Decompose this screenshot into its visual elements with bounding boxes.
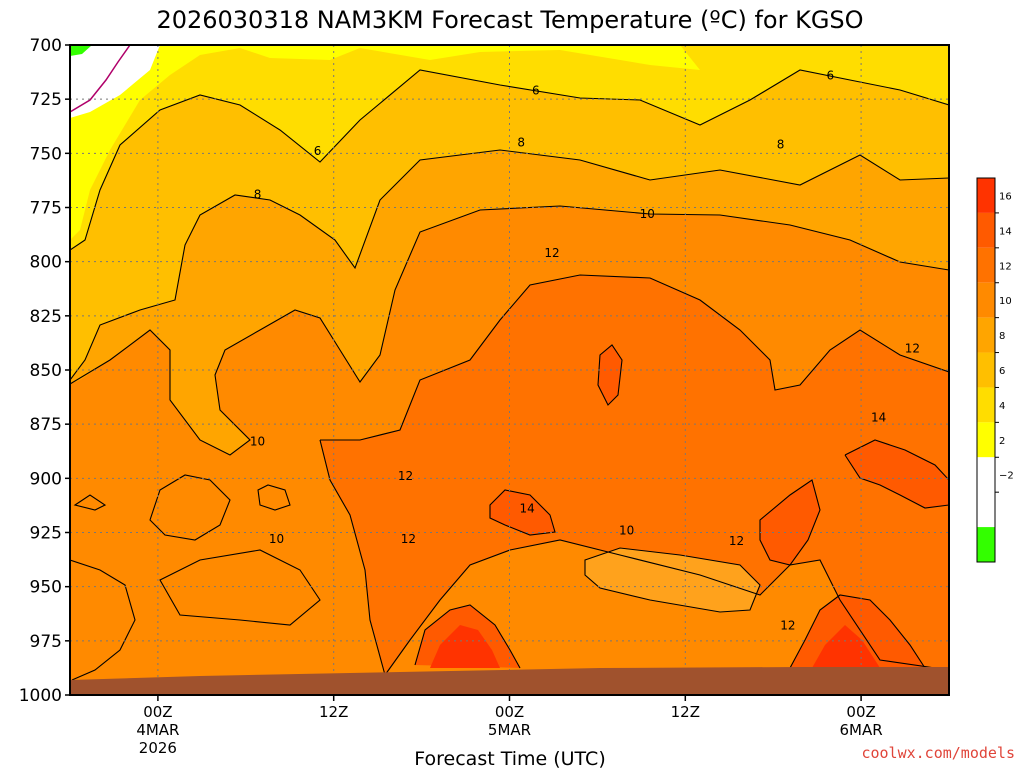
temp-band-16-18 bbox=[812, 625, 880, 668]
x-tick-label: 4MAR bbox=[136, 721, 179, 739]
colorbar-tick-label: −2 bbox=[999, 471, 1014, 482]
temp-band-below-neg2 bbox=[70, 45, 92, 56]
y-tick-label: 975 bbox=[30, 632, 62, 652]
y-axis: 700 725 750 775 800 825 850 875 900 925 950 975 1000 bbox=[19, 36, 70, 706]
contour-label: 14 bbox=[519, 502, 534, 516]
y-tick-label: 700 bbox=[30, 36, 62, 56]
contour-label: 12 bbox=[401, 532, 416, 546]
y-tick-label: 950 bbox=[30, 578, 62, 598]
contour-labels: 6 6 6 8 8 8 10 12 12 14 10 12 14 10 12 10 12 12 bbox=[250, 68, 920, 633]
colorbar-border bbox=[976, 177, 996, 563]
contour-label: 6 bbox=[532, 84, 540, 98]
colorbar-swatch bbox=[977, 178, 995, 213]
colorbar-swatch bbox=[977, 387, 995, 423]
credit-text: coolwx.com/models bbox=[861, 744, 1015, 762]
x-tick-label: 6MAR bbox=[840, 721, 883, 739]
colorbar: 16 14 12 10 8 6 4 2 −2 bbox=[976, 177, 1014, 563]
temp-band-14-16 bbox=[845, 440, 949, 508]
y-tick-label: 900 bbox=[30, 469, 62, 489]
contour-label: 12 bbox=[780, 619, 795, 633]
contour-label: 12 bbox=[905, 341, 920, 355]
x-tick-label: 5MAR bbox=[488, 721, 531, 739]
x-tick-label: 00Z bbox=[143, 703, 172, 721]
y-tick-label: 1000 bbox=[19, 686, 62, 706]
temp-band-4-6 bbox=[70, 45, 949, 250]
temp-band-10-12 bbox=[585, 548, 760, 612]
x-tick-label: 12Z bbox=[671, 703, 700, 721]
temp-band-12-14 bbox=[320, 275, 949, 675]
colorbar-swatch bbox=[977, 282, 995, 318]
contour-label: 6 bbox=[827, 68, 835, 82]
colorbar-swatch bbox=[977, 492, 995, 528]
x-axis-label: Forecast Time (UTC) bbox=[414, 748, 605, 768]
contour-label: 8 bbox=[517, 136, 525, 150]
colorbar-swatch bbox=[977, 212, 995, 248]
colorbar-swatch bbox=[977, 247, 995, 283]
y-tick-label: 825 bbox=[30, 307, 62, 327]
x-tick-label: 00Z bbox=[846, 703, 875, 721]
temp-band-14-16 bbox=[598, 345, 622, 405]
colorbar-tick-label: 8 bbox=[999, 331, 1005, 342]
contour-label: 12 bbox=[729, 534, 744, 548]
colorbar-swatch bbox=[977, 527, 995, 562]
colorbar-tick-label: 10 bbox=[999, 296, 1012, 307]
colorbar-swatch bbox=[977, 457, 995, 493]
temp-band-0-2 bbox=[70, 45, 160, 118]
colorbar-tick-label: 4 bbox=[999, 401, 1005, 412]
chart-title: 2026030318 NAM3KM Forecast Temperature (… bbox=[156, 6, 863, 34]
freezing-line bbox=[70, 45, 131, 113]
contour-label: 8 bbox=[777, 138, 785, 152]
contour-label: 12 bbox=[398, 469, 413, 483]
colorbar-tick-label: 12 bbox=[999, 261, 1012, 272]
colorbar-swatch bbox=[977, 317, 995, 353]
x-tick-label: 12Z bbox=[319, 703, 348, 721]
colorbar-swatch bbox=[977, 422, 995, 458]
contour-label: 10 bbox=[619, 523, 634, 537]
contour-label: 10 bbox=[269, 532, 284, 546]
colorbar-tick-label: 6 bbox=[999, 366, 1005, 377]
colorbar-tick-label: 2 bbox=[999, 436, 1005, 447]
y-tick-label: 775 bbox=[30, 199, 62, 219]
contour-label: 10 bbox=[250, 435, 265, 449]
colorbar-tick-label: 14 bbox=[999, 226, 1012, 237]
y-tick-label: 725 bbox=[30, 90, 62, 110]
grid-lines bbox=[70, 45, 949, 695]
ground-surface bbox=[70, 667, 949, 695]
y-tick-label: 750 bbox=[30, 144, 62, 164]
x-tick-label: 00Z bbox=[495, 703, 524, 721]
colorbar-swatch bbox=[977, 352, 995, 388]
y-tick-label: 850 bbox=[30, 361, 62, 381]
temp-band-14-16 bbox=[490, 490, 555, 535]
y-tick-label: 875 bbox=[30, 415, 62, 435]
contour-label: 12 bbox=[544, 246, 559, 260]
plot-area bbox=[70, 45, 949, 695]
y-tick-label: 800 bbox=[30, 253, 62, 273]
contour-label: 14 bbox=[871, 411, 886, 425]
y-tick-label: 925 bbox=[30, 524, 62, 544]
contour-label: 10 bbox=[640, 207, 655, 221]
x-tick-label: 2026 bbox=[139, 739, 177, 757]
contour-lines bbox=[70, 69, 949, 681]
contour-label: 8 bbox=[254, 188, 262, 202]
contour-label: 6 bbox=[314, 144, 322, 158]
temp-band-16-18 bbox=[430, 625, 500, 668]
colorbar-tick-label: 16 bbox=[999, 191, 1012, 202]
